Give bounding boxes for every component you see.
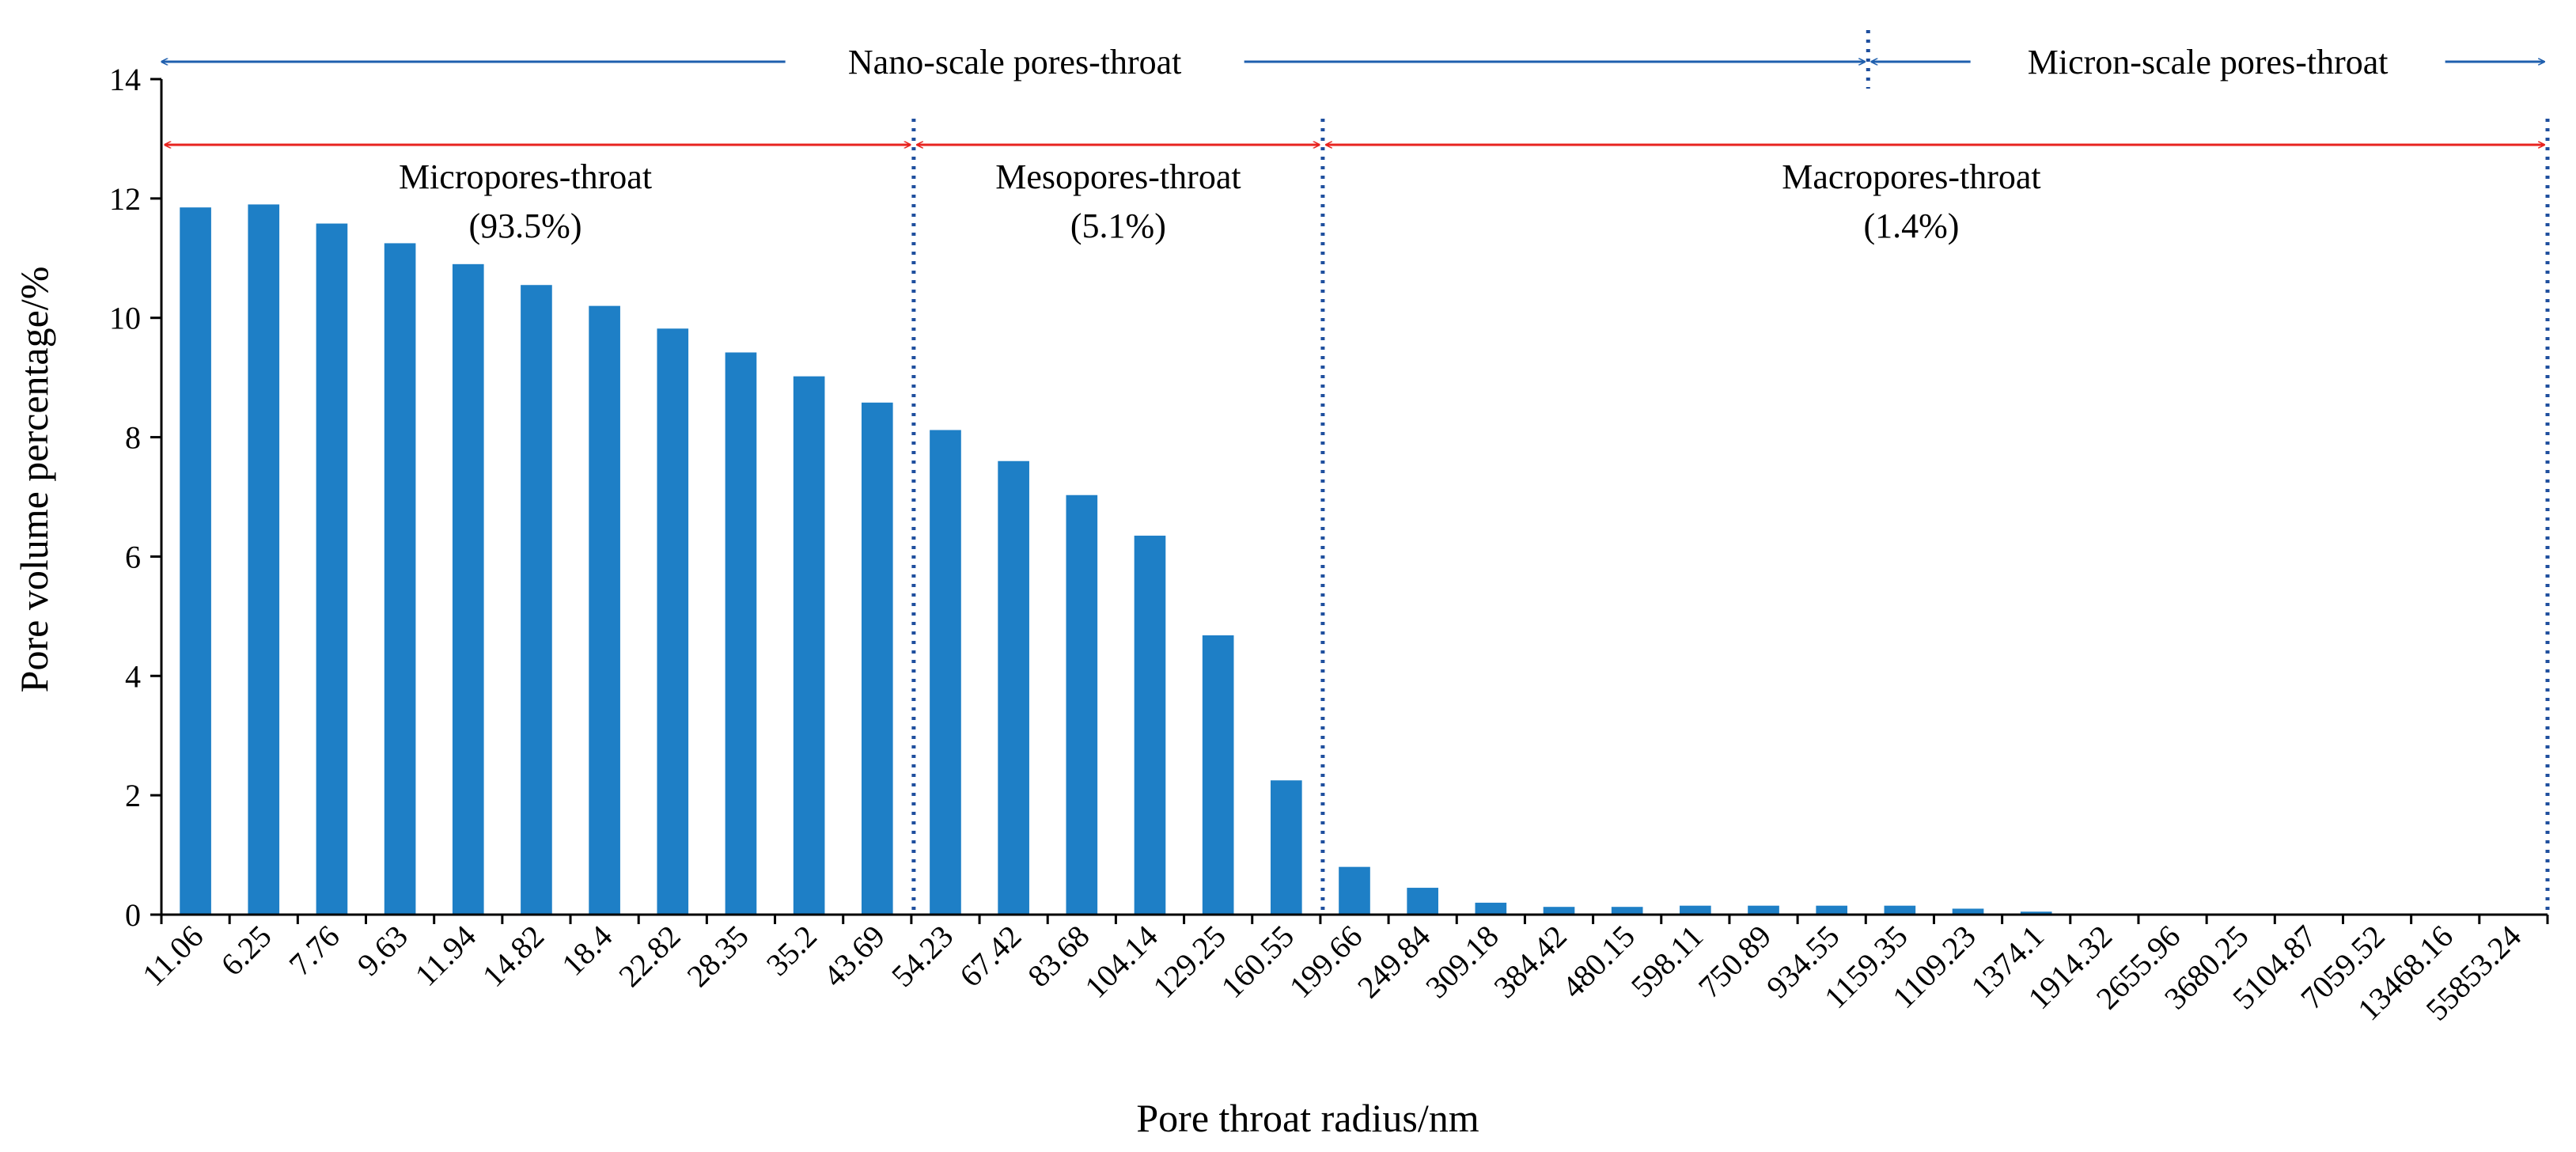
bar — [452, 263, 484, 915]
x-axis-title: Pore throat radius/nm — [1136, 1096, 1479, 1140]
x-tick-label: 104.14 — [1078, 919, 1165, 1006]
y-tick-label: 14 — [109, 62, 141, 97]
bar-series — [180, 204, 2052, 915]
y-axis-ticks: 0 2 4 6 8 10 12 14 — [109, 62, 161, 933]
x-tick-label: 160.55 — [1214, 919, 1301, 1006]
axes — [160, 79, 2548, 916]
y-tick-label: 4 — [125, 658, 141, 694]
bar — [1748, 905, 1779, 915]
bar — [1202, 635, 1234, 915]
bar — [725, 352, 757, 915]
y-tick-label: 12 — [109, 181, 141, 217]
bar — [589, 305, 620, 915]
bar — [930, 430, 961, 915]
x-tick-label: 750.89 — [1691, 919, 1779, 1006]
bar — [1407, 888, 1438, 915]
x-tick-label: 22.82 — [612, 919, 687, 994]
mesopores-label: Mesopores-throat — [995, 157, 1241, 196]
x-tick-label: 43.69 — [816, 919, 892, 994]
x-tick-label: 199.66 — [1282, 919, 1369, 1006]
bar — [248, 204, 280, 915]
x-tick-label: 309.18 — [1419, 919, 1506, 1006]
bar — [521, 285, 552, 915]
bar — [2020, 911, 2052, 915]
bar — [384, 243, 416, 915]
x-tick-label: 67.42 — [953, 919, 1028, 994]
bar — [657, 328, 689, 915]
micron-scale-label: Micron-scale pores-throat — [2028, 43, 2388, 81]
y-axis-title: Pore volume percentage/% — [12, 267, 56, 693]
bar — [1952, 908, 1984, 915]
nano-scale-label: Nano-scale pores-throat — [848, 43, 1181, 81]
bar — [998, 460, 1029, 915]
x-tick-label: 11.94 — [408, 919, 483, 993]
x-tick-label: 598.11 — [1624, 919, 1710, 1005]
mesopores-percentage: (5.1%) — [1070, 207, 1166, 245]
bar — [1680, 905, 1711, 915]
x-tick-label: 6.25 — [214, 919, 278, 983]
bar — [1884, 905, 1916, 915]
x-tick-label: 14.82 — [475, 919, 551, 994]
bar — [861, 402, 893, 915]
bar — [316, 223, 348, 915]
bar — [180, 207, 211, 915]
y-tick-label: 8 — [125, 420, 141, 456]
bar — [1066, 495, 1098, 915]
bar — [1611, 907, 1643, 915]
x-tick-label: 35.2 — [760, 919, 824, 983]
macropores-label: Macropores-throat — [1782, 157, 2040, 196]
macropores-percentage: (1.4%) — [1863, 207, 1959, 245]
bar — [1475, 902, 1507, 915]
x-tick-label: 249.84 — [1351, 919, 1438, 1006]
x-tick-label: 11.06 — [135, 919, 210, 993]
bar — [1339, 866, 1370, 915]
micropores-label: Micropores-throat — [399, 157, 652, 196]
bar — [1816, 905, 1848, 915]
x-tick-label: 7.76 — [282, 919, 346, 983]
bar — [1271, 780, 1302, 915]
y-tick-label: 6 — [125, 539, 141, 574]
x-tick-label: 54.23 — [885, 919, 960, 994]
x-tick-label: 480.15 — [1555, 919, 1642, 1006]
x-tick-label: 18.4 — [555, 919, 619, 983]
annotation-layer: Nano-scale pores-throat Micron-scale pore… — [161, 30, 2550, 915]
x-tick-label: 129.25 — [1146, 919, 1233, 1006]
bar — [1543, 907, 1575, 915]
y-tick-label: 10 — [109, 301, 141, 336]
bar — [1134, 536, 1166, 915]
y-tick-label: 0 — [125, 897, 141, 933]
bar — [793, 376, 825, 915]
x-tick-label: 9.63 — [350, 919, 415, 983]
x-tick-label: 28.35 — [680, 919, 755, 994]
micropores-percentage: (93.5%) — [469, 207, 582, 245]
x-tick-label: 384.42 — [1487, 919, 1574, 1006]
y-tick-label: 2 — [125, 778, 141, 813]
